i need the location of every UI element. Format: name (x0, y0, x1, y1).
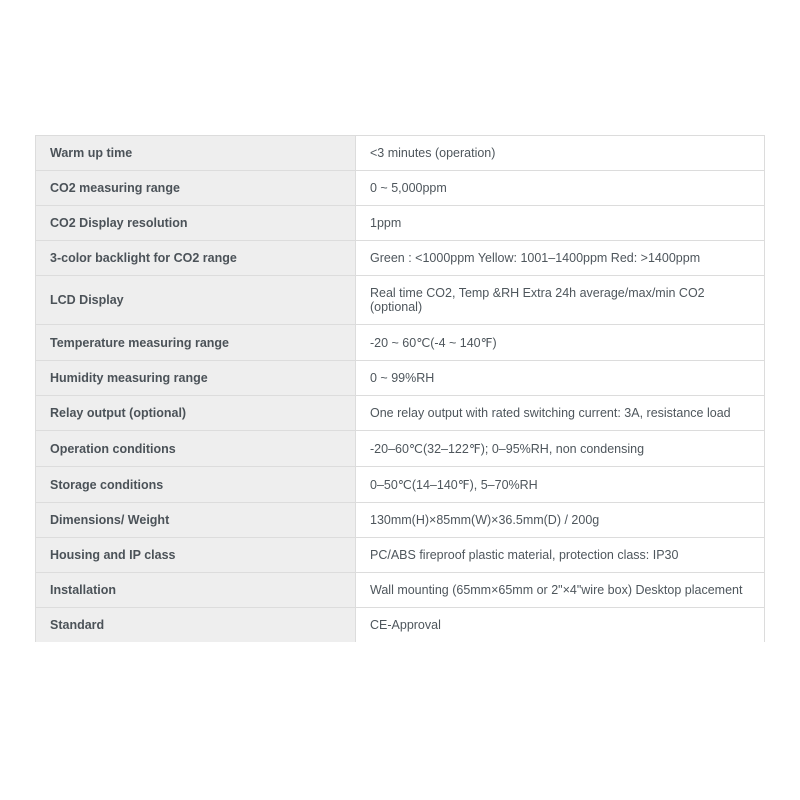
spec-label: Dimensions/ Weight (36, 503, 356, 538)
table-row: Housing and IP classPC/ABS fireproof pla… (36, 538, 765, 573)
spec-value: PC/ABS fireproof plastic material, prote… (356, 538, 765, 573)
spec-label: Humidity measuring range (36, 361, 356, 396)
table-row: Relay output (optional)One relay output … (36, 396, 765, 431)
spec-label: Warm up time (36, 136, 356, 171)
table-row: Storage conditions0–50℃(14–140℉), 5–70%R… (36, 467, 765, 503)
table-row: LCD DisplayReal time CO2, Temp &RH Extra… (36, 276, 765, 325)
spec-label: CO2 measuring range (36, 171, 356, 206)
spec-label: Standard (36, 608, 356, 643)
spec-value: 0–50℃(14–140℉), 5–70%RH (356, 467, 765, 503)
spec-value: Green : <1000ppm Yellow: 1001–1400ppm Re… (356, 241, 765, 276)
spec-value: One relay output with rated switching cu… (356, 396, 765, 431)
spec-label: Temperature measuring range (36, 325, 356, 361)
table-row: CO2 measuring range0 ~ 5,000ppm (36, 171, 765, 206)
table-row: InstallationWall mounting (65mm×65mm or … (36, 573, 765, 608)
table-row: Humidity measuring range0 ~ 99%RH (36, 361, 765, 396)
spec-label: Operation conditions (36, 431, 356, 467)
spec-value: 0 ~ 99%RH (356, 361, 765, 396)
spec-value: <3 minutes (operation) (356, 136, 765, 171)
spec-label: LCD Display (36, 276, 356, 325)
spec-label: Housing and IP class (36, 538, 356, 573)
spec-value: 1ppm (356, 206, 765, 241)
spec-table-body: Warm up time<3 minutes (operation)CO2 me… (36, 136, 765, 643)
spec-value: -20–60℃(32–122℉); 0–95%RH, non condensin… (356, 431, 765, 467)
table-row: Temperature measuring range-20 ~ 60℃(-4 … (36, 325, 765, 361)
spec-table: Warm up time<3 minutes (operation)CO2 me… (35, 135, 765, 642)
spec-label: Storage conditions (36, 467, 356, 503)
table-row: Dimensions/ Weight130mm(H)×85mm(W)×36.5m… (36, 503, 765, 538)
table-row: Operation conditions-20–60℃(32–122℉); 0–… (36, 431, 765, 467)
spec-label: 3-color backlight for CO2 range (36, 241, 356, 276)
spec-value: 0 ~ 5,000ppm (356, 171, 765, 206)
spec-value: 130mm(H)×85mm(W)×36.5mm(D) / 200g (356, 503, 765, 538)
spec-label: CO2 Display resolution (36, 206, 356, 241)
table-row: CO2 Display resolution1ppm (36, 206, 765, 241)
spec-label: Relay output (optional) (36, 396, 356, 431)
spec-label: Installation (36, 573, 356, 608)
spec-value: -20 ~ 60℃(-4 ~ 140℉) (356, 325, 765, 361)
table-row: Warm up time<3 minutes (operation) (36, 136, 765, 171)
spec-value: Real time CO2, Temp &RH Extra 24h averag… (356, 276, 765, 325)
spec-value: Wall mounting (65mm×65mm or 2"×4"wire bo… (356, 573, 765, 608)
spec-table-container: Warm up time<3 minutes (operation)CO2 me… (0, 0, 800, 642)
spec-value: CE-Approval (356, 608, 765, 643)
table-row: 3-color backlight for CO2 rangeGreen : <… (36, 241, 765, 276)
table-row: StandardCE-Approval (36, 608, 765, 643)
